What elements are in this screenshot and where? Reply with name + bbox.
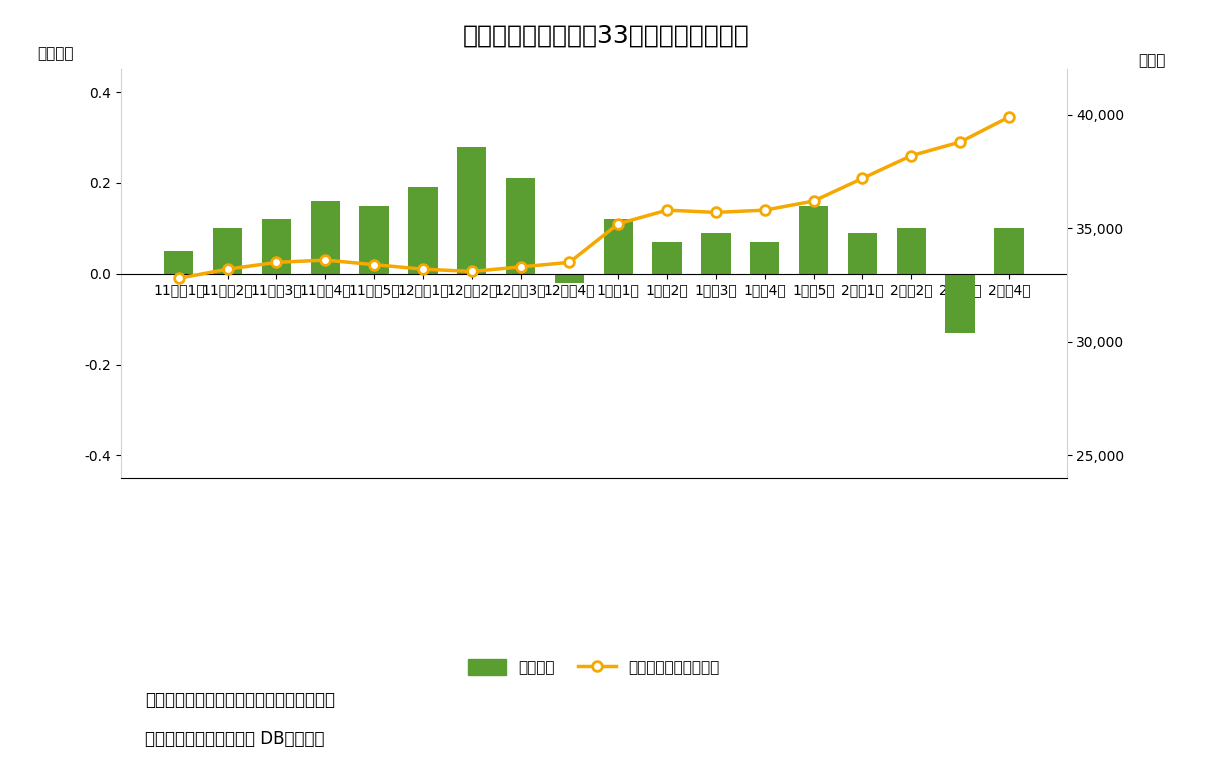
- Bar: [848, 233, 877, 274]
- Text: （注）事業法人の現物と先物の合計、週次: （注）事業法人の現物と先物の合計、週次: [145, 692, 336, 709]
- Bar: [408, 187, 438, 274]
- Legend: 事業法人, 日経平均株価（右軸）: 事業法人, 日経平均株価（右軸）: [461, 651, 727, 683]
- Bar: [897, 228, 926, 274]
- Y-axis label: （円）: （円）: [1138, 53, 1165, 68]
- Bar: [994, 228, 1024, 274]
- Bar: [799, 206, 828, 274]
- Bar: [604, 219, 633, 274]
- Y-axis label: （兆円）: （兆円）: [36, 46, 73, 61]
- Bar: [457, 146, 486, 274]
- Bar: [945, 274, 974, 333]
- Bar: [505, 178, 536, 274]
- Bar: [164, 251, 194, 274]
- Text: （資料）ニッセイ基礎研 DBから作成: （資料）ニッセイ基礎研 DBから作成: [145, 730, 325, 748]
- Bar: [652, 242, 682, 274]
- Bar: [262, 219, 291, 274]
- Bar: [213, 228, 242, 274]
- Bar: [750, 242, 779, 274]
- Bar: [702, 233, 731, 274]
- Bar: [360, 206, 389, 274]
- Bar: [310, 201, 339, 274]
- Text: 図表３　事業法人は33カ月連続買い越し: 図表３ 事業法人は33カ月連続買い越し: [463, 23, 749, 47]
- Bar: [555, 274, 584, 283]
